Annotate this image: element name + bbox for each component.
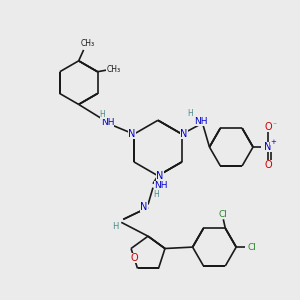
Text: NH: NH bbox=[194, 117, 207, 126]
Text: H: H bbox=[100, 110, 105, 119]
Text: O: O bbox=[264, 160, 272, 170]
Text: H: H bbox=[153, 190, 159, 199]
Text: Cl: Cl bbox=[248, 243, 256, 252]
Text: O: O bbox=[130, 254, 138, 263]
Text: N: N bbox=[180, 129, 188, 139]
Text: N: N bbox=[140, 202, 148, 212]
Text: CH₃: CH₃ bbox=[80, 38, 94, 47]
Text: H: H bbox=[112, 222, 119, 231]
Text: O: O bbox=[264, 122, 272, 132]
Text: +: + bbox=[270, 139, 276, 145]
Text: Cl: Cl bbox=[219, 210, 228, 219]
Text: N: N bbox=[128, 129, 136, 139]
Text: ⁻: ⁻ bbox=[273, 121, 277, 130]
Text: NH: NH bbox=[154, 181, 168, 190]
Text: H: H bbox=[188, 109, 194, 118]
Text: N: N bbox=[264, 142, 272, 152]
Text: N: N bbox=[156, 171, 164, 181]
Text: CH₃: CH₃ bbox=[106, 65, 121, 74]
Text: NH: NH bbox=[100, 118, 114, 127]
